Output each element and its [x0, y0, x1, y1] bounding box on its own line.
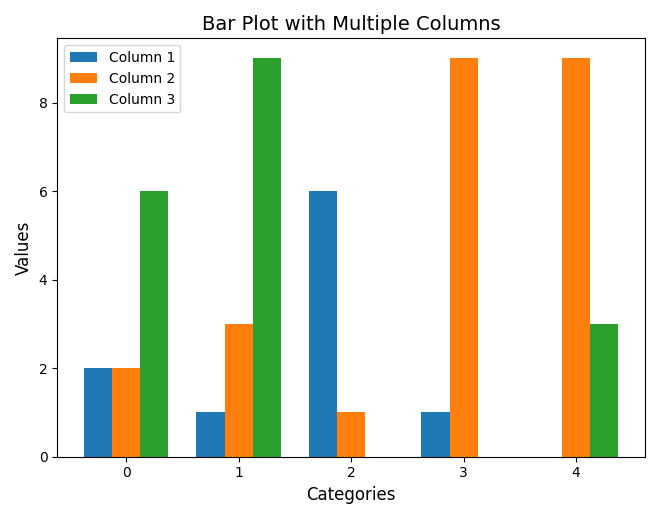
Bar: [421, 413, 449, 457]
Bar: [197, 413, 224, 457]
Bar: [562, 58, 590, 457]
Bar: [590, 324, 618, 457]
Y-axis label: Values: Values: [15, 221, 33, 275]
Title: Bar Plot with Multiple Columns: Bar Plot with Multiple Columns: [202, 15, 500, 34]
Bar: [84, 368, 112, 457]
Bar: [224, 324, 253, 457]
Bar: [309, 191, 337, 457]
Bar: [112, 368, 140, 457]
Bar: [449, 58, 478, 457]
Bar: [337, 413, 365, 457]
Bar: [140, 191, 168, 457]
X-axis label: Categories: Categories: [306, 486, 396, 504]
Legend: Column 1, Column 2, Column 3: Column 1, Column 2, Column 3: [64, 45, 180, 112]
Bar: [253, 58, 280, 457]
